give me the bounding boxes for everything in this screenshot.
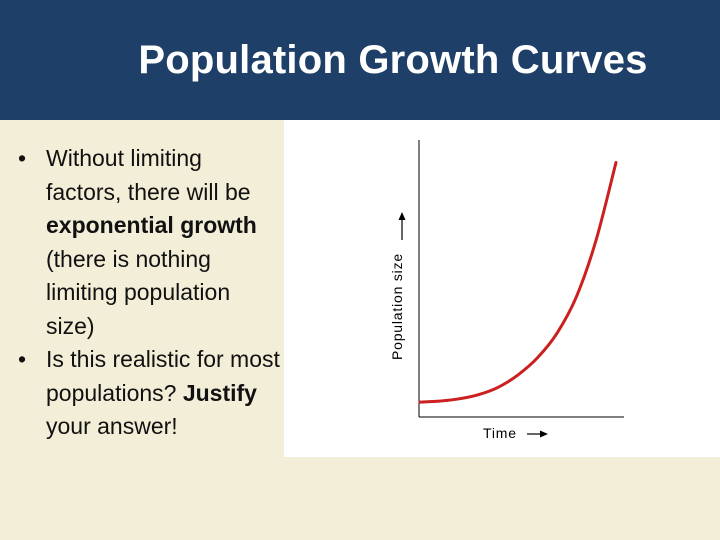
title-bar: Population Growth Curves (0, 0, 720, 120)
bullet-dot-icon: • (18, 145, 27, 171)
bullet-item: • Is this realistic for most populations?… (18, 343, 280, 444)
bullet-dot-icon: • (18, 346, 27, 372)
bullet-emphasis: Justify (182, 379, 257, 406)
bullet-text: Is this realistic for most populations? … (46, 346, 280, 439)
x-axis-label: Time (483, 425, 517, 441)
bullet-item: • Without limiting factors, there will be… (18, 142, 280, 343)
growth-chart: Population size Time (284, 120, 720, 457)
bullet-segment: (there is nothing limiting population si… (46, 245, 231, 339)
bullet-list: • Without limiting factors, there will be… (18, 142, 280, 444)
y-axis-label: Population size (389, 253, 405, 360)
bullet-segment: Is this realistic for most populations? (46, 346, 280, 406)
bullet-segment: your answer! (46, 413, 178, 439)
y-axis-arrowhead-icon (398, 212, 406, 220)
bullet-segment: Without limiting factors, there will be (46, 145, 251, 205)
chart-svg: Population size Time (389, 140, 624, 441)
x-axis-arrowhead-icon (540, 430, 548, 438)
population-curve (418, 161, 618, 404)
slide-title: Population Growth Curves (138, 38, 648, 82)
bullet-emphasis: exponential growth (46, 212, 257, 238)
bullet-text: Without limiting factors, there will be … (46, 145, 257, 339)
